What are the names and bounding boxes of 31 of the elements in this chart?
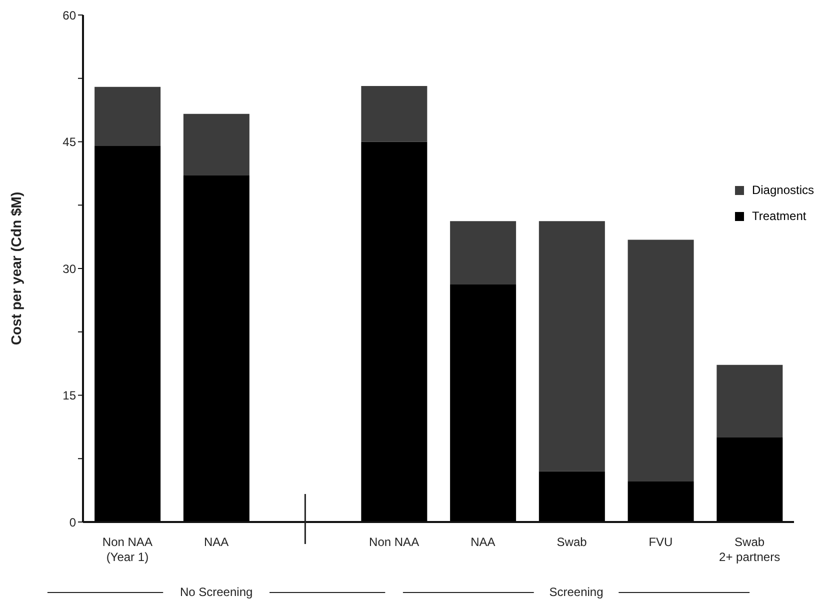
y-tick-label: 60 bbox=[62, 8, 76, 22]
bar bbox=[183, 114, 250, 176]
bar bbox=[538, 221, 605, 472]
y-tick-label: 45 bbox=[62, 135, 76, 150]
bar bbox=[716, 364, 783, 438]
bar bbox=[94, 86, 161, 146]
bar bbox=[628, 240, 694, 482]
y-axis-title: Cost per year (Cdn $M) bbox=[8, 192, 24, 346]
bar bbox=[538, 471, 605, 522]
bar bbox=[361, 86, 428, 142]
legend-label: Diagnostics bbox=[752, 183, 814, 197]
text: No Screening bbox=[180, 585, 253, 599]
legend-label: Treatment bbox=[752, 209, 806, 223]
x-tick-label: Swab 2+ partners bbox=[719, 535, 780, 564]
x-tick-label: FVU bbox=[648, 535, 673, 549]
y-tick-label: 15 bbox=[62, 388, 76, 403]
bar bbox=[716, 438, 783, 522]
text: Screening bbox=[549, 585, 604, 599]
bar bbox=[183, 176, 250, 522]
bar bbox=[361, 142, 428, 522]
x-tick-label: NAA bbox=[470, 535, 496, 549]
bar bbox=[628, 481, 694, 522]
bar bbox=[450, 284, 516, 522]
x-tick-label: Swab bbox=[556, 535, 588, 549]
y-tick-label: 0 bbox=[69, 515, 76, 530]
x-tick-label: NAA bbox=[204, 535, 229, 549]
y-tick-label: 30 bbox=[62, 262, 76, 276]
x-tick-label: Non NAA (Year 1) bbox=[102, 535, 152, 564]
bar bbox=[94, 146, 161, 522]
x-tick-label: Non NAA bbox=[369, 535, 420, 549]
bar bbox=[450, 221, 516, 285]
